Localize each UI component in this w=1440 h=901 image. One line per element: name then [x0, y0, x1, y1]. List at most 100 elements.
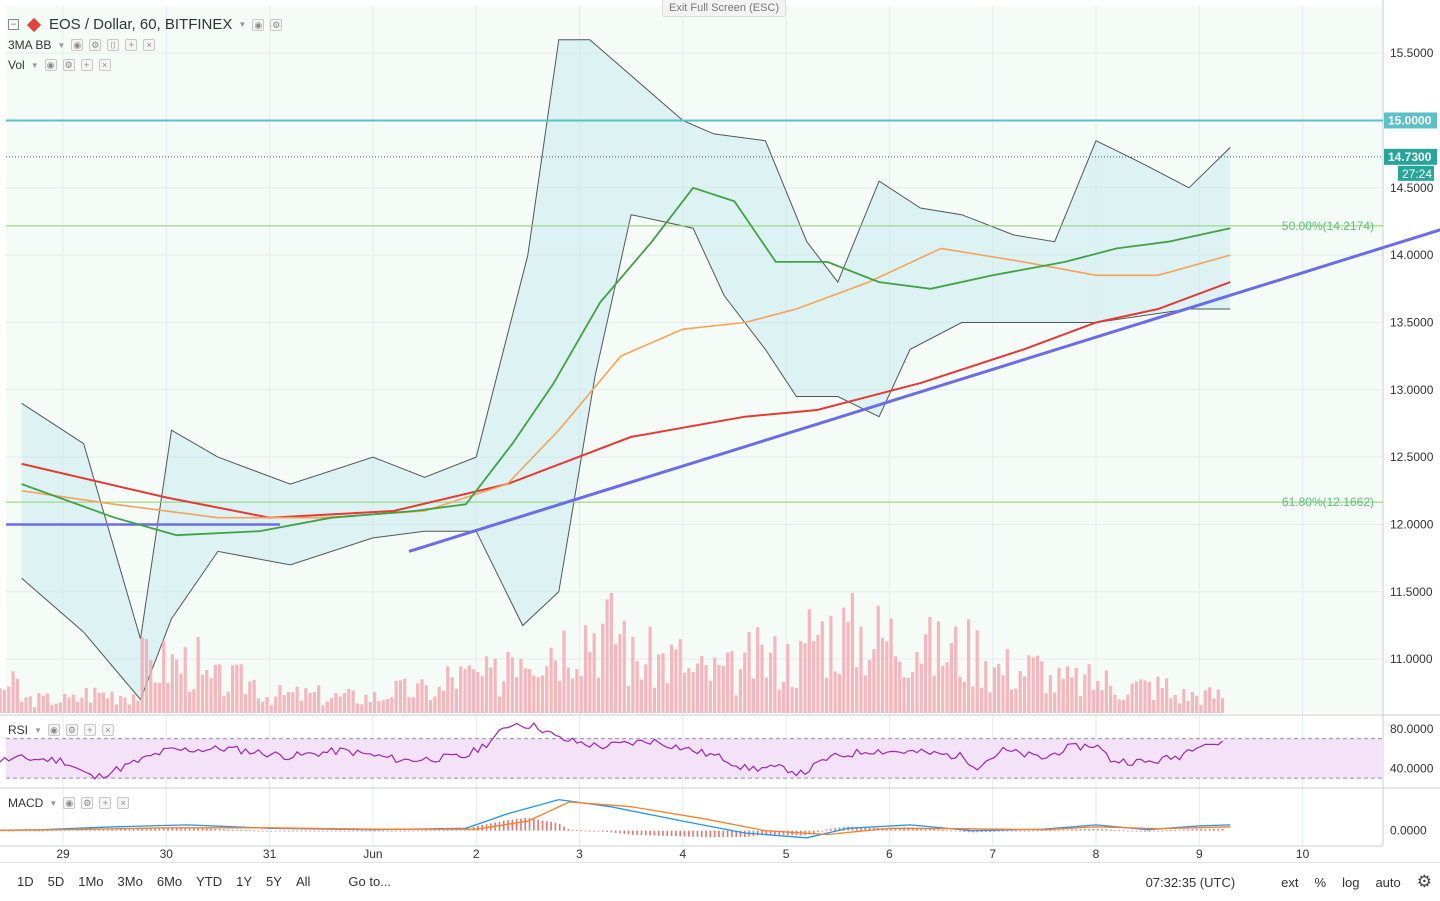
price-tick-label: 14.5000 — [1390, 181, 1434, 195]
volume-bar — [398, 680, 403, 713]
macd-histogram-bar — [360, 830, 363, 832]
eye-icon[interactable]: ◉ — [44, 59, 57, 71]
range-5d[interactable]: 5D — [47, 874, 65, 889]
add-icon[interactable]: + — [99, 797, 112, 809]
macd-histogram-bar — [696, 830, 699, 837]
eye-icon[interactable]: ◉ — [71, 39, 84, 51]
volume-bar — [644, 664, 648, 713]
volume-bar — [945, 662, 949, 713]
range-all[interactable]: All — [295, 874, 311, 889]
macd-histogram-bar — [1002, 830, 1004, 832]
auto-toggle[interactable]: auto — [1375, 874, 1401, 890]
macd-histogram-bar — [369, 830, 372, 832]
macd-histogram-bar — [774, 830, 776, 835]
volume-bar — [902, 677, 906, 713]
macd-histogram-bar — [188, 827, 191, 831]
clock-time[interactable]: 07:32:35 (UTC) — [1145, 874, 1236, 890]
volume-bar — [708, 680, 712, 713]
volume-bar — [497, 696, 502, 713]
macd-histogram-bar — [115, 828, 118, 831]
eye-icon[interactable]: ◉ — [252, 18, 265, 31]
symbol-title[interactable]: EOS / Dollar, 60, BITFINEX — [49, 16, 233, 33]
ext-toggle[interactable]: ext — [1281, 874, 1299, 890]
range-1d[interactable]: 1D — [17, 874, 34, 889]
macd-histogram-bar — [1195, 828, 1198, 831]
dropdown-icon[interactable]: ▼ — [57, 40, 66, 50]
dropdown-icon[interactable]: ▼ — [34, 725, 42, 735]
macd-histogram-bar — [128, 828, 131, 831]
volume-bar — [459, 666, 463, 713]
close-icon[interactable]: × — [101, 724, 114, 736]
rsi-label[interactable]: RSI — [8, 723, 29, 737]
volume-bar — [76, 701, 80, 713]
volume-bar — [187, 691, 192, 713]
macd-histogram-bar — [102, 828, 105, 831]
volume-bar — [592, 633, 596, 713]
exit-fullscreen-button[interactable]: Exit Full Screen (ESC) — [662, 0, 787, 17]
gear-icon[interactable]: ⚙ — [1416, 872, 1432, 891]
macd-histogram-bar — [619, 830, 621, 834]
macd-histogram-bar — [916, 827, 918, 831]
macd-histogram-bar — [614, 830, 617, 833]
volume-bar — [127, 704, 131, 713]
chart-canvas[interactable]: 50.00%(14.2174) 61.80%(12.1662) 15.5000 15.… — [0, 0, 1440, 862]
percent-toggle[interactable]: % — [1314, 874, 1327, 890]
volume-bar — [329, 697, 334, 713]
goto-button[interactable]: Go to... — [348, 874, 392, 889]
collapse-legend-icon[interactable]: − — [8, 19, 19, 30]
volume-bar — [407, 697, 411, 713]
volume-bar — [820, 621, 824, 713]
volume-bar — [278, 685, 282, 713]
resistance-price-tag — [1384, 112, 1437, 129]
volume-bar — [665, 683, 669, 713]
volume-bar — [312, 692, 316, 713]
volume-bar — [648, 626, 652, 713]
volume-bar — [7, 686, 11, 713]
add-icon[interactable]: + — [83, 724, 96, 736]
eye-icon[interactable]: ◉ — [63, 797, 76, 809]
close-icon[interactable]: × — [117, 797, 130, 809]
macd-histogram-bar — [636, 830, 638, 835]
settings-icon[interactable]: ⚙ — [62, 59, 75, 71]
macd-histogram-bar — [1213, 828, 1215, 831]
settings-icon[interactable]: ⚙ — [65, 724, 78, 736]
range-3mo[interactable]: 3Mo — [117, 874, 143, 889]
indicator-name[interactable]: 3MA BB — [8, 38, 52, 52]
volume-bar — [149, 660, 153, 713]
add-icon[interactable]: + — [80, 59, 93, 71]
volume-bar — [1121, 699, 1126, 713]
range-5y[interactable]: 5Y — [266, 874, 282, 889]
macd-histogram-bar — [864, 827, 867, 831]
volume-bar — [1212, 698, 1216, 713]
settings-icon[interactable]: ⚙ — [270, 18, 283, 31]
source-icon[interactable]: ⌷ — [107, 39, 120, 51]
range-ytd[interactable]: YTD — [196, 874, 223, 889]
indicator-name[interactable]: Vol — [8, 58, 25, 72]
settings-icon[interactable]: ⚙ — [89, 39, 102, 51]
volume-bar — [274, 696, 278, 713]
add-icon[interactable]: + — [125, 39, 138, 51]
macd-histogram-bar — [1183, 829, 1185, 831]
dropdown-icon[interactable]: ▼ — [49, 798, 58, 808]
close-icon[interactable]: × — [143, 39, 156, 51]
macd-label[interactable]: MACD — [8, 796, 44, 810]
volume-bar — [1130, 683, 1134, 713]
macd-histogram-bar — [240, 829, 242, 831]
settings-icon[interactable]: ⚙ — [81, 797, 94, 809]
time-tick-label: 31 — [263, 847, 277, 861]
range-6mo[interactable]: 6Mo — [156, 874, 183, 889]
eye-icon[interactable]: ◉ — [47, 724, 60, 736]
close-icon[interactable]: × — [98, 59, 111, 71]
macd-histogram-bar — [210, 828, 212, 831]
log-toggle[interactable]: log — [1342, 874, 1360, 890]
volume-bar — [377, 701, 381, 713]
symbol-dropdown-icon[interactable]: ▼ — [238, 20, 247, 29]
macd-histogram-bar — [610, 830, 613, 833]
dropdown-icon[interactable]: ▼ — [30, 60, 39, 70]
volume-bar — [54, 703, 58, 713]
volume-bar — [261, 701, 265, 713]
range-1y[interactable]: 1Y — [236, 874, 253, 889]
volume-bar — [997, 663, 1001, 713]
range-1mo[interactable]: 1Mo — [78, 874, 104, 889]
volume-group — [0, 593, 1225, 713]
